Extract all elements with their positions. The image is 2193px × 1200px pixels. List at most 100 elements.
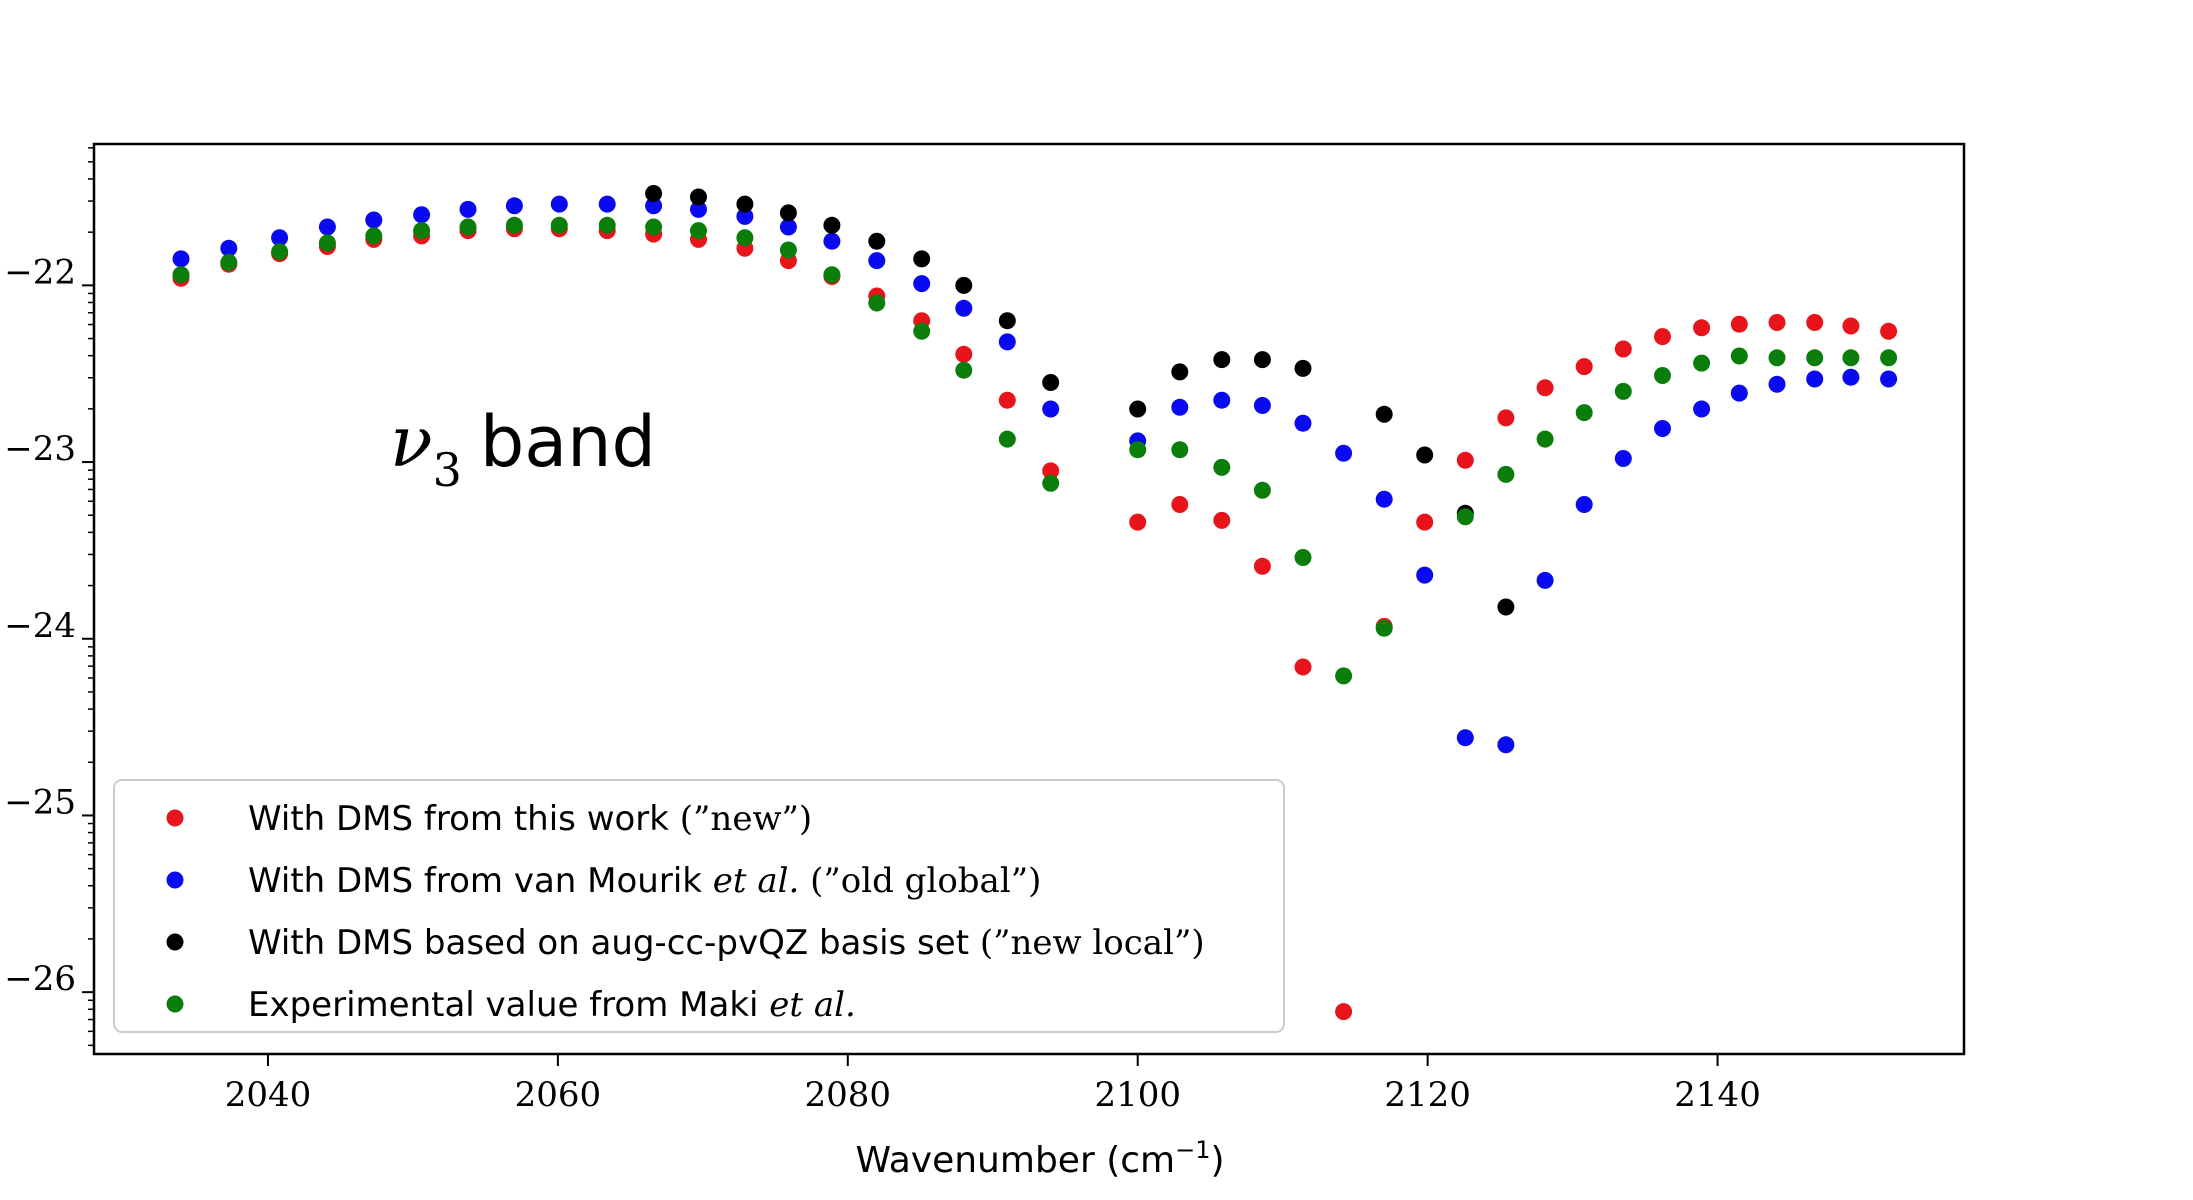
point-series-3 (1294, 359, 1312, 377)
point-series-3 (1213, 351, 1231, 369)
point-series-2 (1693, 400, 1711, 418)
point-series-1 (1806, 314, 1824, 331)
legend-frame (113, 779, 1285, 1033)
point-series-4 (1730, 347, 1748, 365)
point-series-4 (955, 361, 973, 379)
point-series-1 (1768, 314, 1786, 331)
plot-frame (92, 142, 1966, 1056)
point-series-4 (1294, 549, 1312, 566)
point-series-2 (1614, 450, 1632, 467)
point-series-2 (220, 239, 238, 257)
point-series-4 (1842, 349, 1860, 367)
point-series-1 (1416, 513, 1434, 531)
point-series-4 (1456, 508, 1474, 526)
point-series-3 (1375, 405, 1393, 423)
point-series-3 (998, 312, 1016, 330)
point-series-4 (598, 216, 616, 234)
point-series-2 (998, 333, 1016, 351)
point-series-3 (868, 232, 886, 250)
point-series-2 (1294, 414, 1312, 432)
point-series-4 (998, 430, 1016, 448)
x-tick-label: 2040 (225, 1075, 312, 1115)
legend-marker-4 (166, 995, 184, 1013)
point-series-4 (1253, 481, 1271, 499)
point-series-4 (1042, 474, 1060, 492)
annotation-symbol: ν (390, 401, 433, 483)
legend-label-1: With DMS from this work (”new”) (248, 799, 812, 839)
point-series-2 (1730, 384, 1748, 402)
x-tick-label: 2120 (1384, 1075, 1471, 1115)
point-series-4 (1213, 458, 1231, 476)
point-series-1 (1129, 513, 1147, 531)
point-series-3 (1416, 446, 1434, 464)
legend-label-2: With DMS from van Mourik et al. (”old gl… (248, 861, 1041, 901)
point-series-2 (1375, 490, 1393, 508)
point-series-3 (913, 250, 931, 268)
point-series-4 (1375, 619, 1393, 637)
point-series-3 (779, 204, 797, 222)
point-series-1 (1730, 315, 1748, 333)
annotation-subscript: 3 (433, 443, 462, 497)
point-series-2 (318, 218, 336, 236)
point-series-2 (172, 250, 190, 268)
point-series-4 (413, 222, 431, 240)
point-series-4 (318, 234, 336, 252)
point-series-4 (220, 253, 238, 271)
point-series-3 (1042, 374, 1060, 391)
point-series-1 (1693, 319, 1711, 337)
point-series-3 (1253, 351, 1271, 369)
y-tick-label: −25 (4, 782, 76, 822)
point-series-1 (998, 391, 1016, 409)
point-series-3 (736, 195, 754, 213)
point-series-4 (1768, 349, 1786, 367)
point-series-4 (736, 229, 754, 247)
point-series-2 (913, 275, 931, 293)
annotation-text: band (480, 401, 656, 483)
point-series-2 (1880, 370, 1898, 388)
point-series-2 (868, 252, 886, 270)
point-series-2 (1042, 400, 1060, 418)
point-series-4 (1171, 441, 1189, 459)
legend-marker-2 (166, 871, 184, 889)
point-series-4 (913, 322, 931, 340)
point-series-4 (550, 216, 568, 234)
point-series-2 (459, 200, 477, 218)
point-series-3 (645, 185, 663, 202)
point-series-2 (779, 218, 797, 236)
point-series-2 (736, 207, 754, 225)
point-series-1 (1654, 328, 1671, 346)
point-series-1 (1880, 322, 1898, 340)
point-series-2 (550, 195, 568, 213)
x-tick-label: 2060 (515, 1075, 602, 1115)
legend-marker-1 (166, 809, 184, 827)
point-series-4 (1335, 667, 1353, 685)
point-series-2 (505, 197, 523, 215)
point-series-2 (1536, 571, 1554, 589)
point-series-2 (645, 197, 663, 215)
point-series-2 (1335, 444, 1353, 462)
point-series-1 (1456, 451, 1474, 469)
point-series-2 (1497, 736, 1515, 754)
y-tick-label: −24 (4, 606, 76, 646)
point-series-1 (1614, 340, 1632, 358)
point-series-1 (1497, 409, 1515, 427)
x-axis-label-exponent: −1 (1175, 1136, 1210, 1164)
point-series-3 (823, 216, 841, 234)
point-series-4 (1693, 354, 1711, 372)
point-series-4 (1129, 441, 1147, 459)
point-series-2 (365, 211, 383, 229)
point-series-2 (598, 195, 616, 213)
point-series-4 (868, 294, 886, 312)
point-series-1 (1335, 1003, 1353, 1021)
point-series-2 (1416, 566, 1434, 584)
point-series-1 (1213, 511, 1231, 529)
legend-label-3: With DMS based on aug-cc-pvQZ basis set … (248, 923, 1205, 963)
point-series-2 (1213, 391, 1231, 409)
x-tick-label: 2140 (1674, 1075, 1761, 1115)
point-series-1 (1842, 317, 1860, 335)
legend: With DMS from this work (”new”) With DMS … (113, 779, 1285, 1033)
point-series-1 (1294, 658, 1312, 676)
point-series-4 (1575, 404, 1593, 422)
